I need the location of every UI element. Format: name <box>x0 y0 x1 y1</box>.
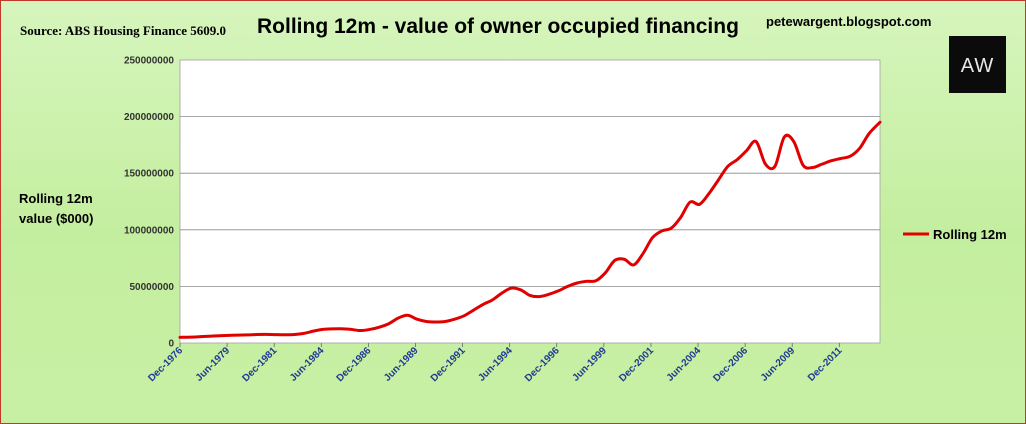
plot-area <box>179 59 881 344</box>
series-line-rolling-12m <box>178 120 882 339</box>
y-tick-label: 0 <box>168 339 174 350</box>
y-tick-label: 200000000 <box>124 112 174 123</box>
y-axis-label-line-1: Rolling 12m <box>19 191 93 206</box>
aw-logo-text: AW <box>961 55 994 77</box>
x-tick-label: Dec-1981 <box>240 345 279 384</box>
x-tick-label: Dec-1991 <box>429 345 468 384</box>
y-tick-label: 100000000 <box>124 225 174 236</box>
y-axis-label-line-2: value ($000) <box>19 211 94 226</box>
source-note: Source: ABS Housing Finance 5609.0 <box>20 23 226 38</box>
chart-title: Rolling 12m - value of owner occupied fi… <box>257 15 739 38</box>
x-tick-label: Jun-1994 <box>476 345 515 384</box>
y-axis-ticks: 0 50000000 100000000 150000000 200000000 2500… <box>124 56 175 350</box>
y-tick-label: 150000000 <box>124 169 174 180</box>
gridlines <box>180 116 880 287</box>
x-tick-label: Jun-1979 <box>194 345 233 384</box>
x-tick-label: Dec-1976 <box>146 345 185 384</box>
y-axis-label: Rolling 12m value ($000) <box>19 189 93 229</box>
aw-logo: AW <box>949 36 1006 93</box>
legend-label: Rolling 12m <box>933 227 1007 242</box>
aw-logo-mark: AW <box>961 55 994 77</box>
x-tick-label: Jun-2004 <box>665 345 704 384</box>
x-tick-label: Dec-1996 <box>523 345 562 384</box>
y-tick-label: 50000000 <box>130 282 175 293</box>
y-tick-label: 250000000 <box>124 56 174 67</box>
x-tick-label: Jun-2009 <box>759 345 798 384</box>
x-tick-label: Dec-2001 <box>617 345 656 384</box>
blog-url: petewargent.blogspot.com <box>766 14 932 29</box>
x-tick-label: Dec-1986 <box>335 345 374 384</box>
x-tick-label: Dec-2006 <box>711 345 750 384</box>
x-axis-ticks: Dec-1976 Jun-1979 Dec-1981 Jun-1984 Dec-1986… <box>146 343 845 384</box>
x-tick-label: Dec-2011 <box>806 345 845 384</box>
x-tick-label: Jun-1989 <box>382 345 421 384</box>
x-tick-label: Jun-1984 <box>288 345 327 384</box>
x-tick-label: Jun-1999 <box>571 345 610 384</box>
